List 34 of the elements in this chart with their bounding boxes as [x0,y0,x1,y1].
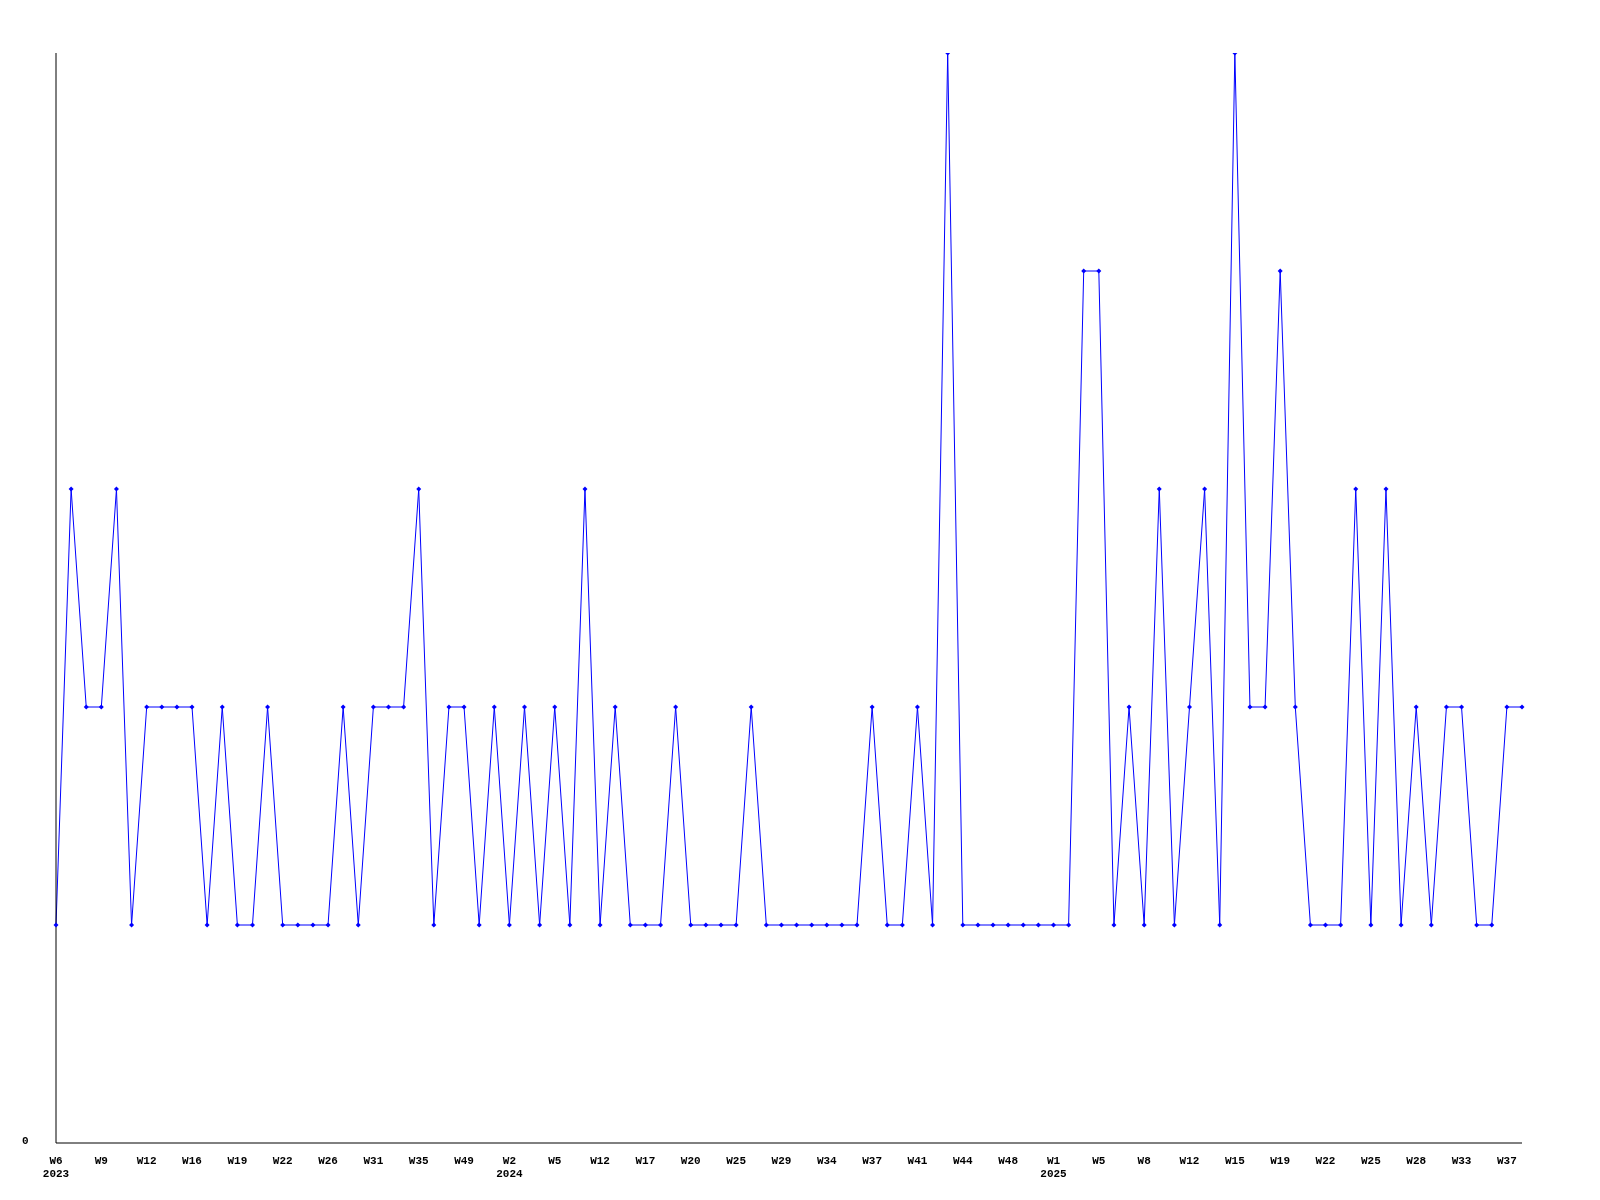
x-tick-label: W17 [635,1155,656,1167]
x-tick-label: W5 [548,1155,562,1167]
x-tick-label: W16 [182,1155,202,1167]
x-tick-label: W33 [1451,1155,1472,1167]
x-tick-label: W34 [816,1155,838,1167]
x-tick-label: W15 [1224,1155,1246,1167]
x-tick-label: W25 [1360,1155,1382,1167]
x-tick-label: W22 [272,1155,293,1167]
x-tick-label: W49 [454,1155,474,1167]
x-tick-label: W28 [1406,1155,1427,1167]
x-tick-label: W8 [1137,1155,1152,1167]
x-tick-label: W12 [590,1155,610,1167]
x-tick-label: W37 [862,1155,883,1167]
x-tick-label: W9 [94,1155,108,1167]
x-tick-label: W5 [1092,1155,1106,1167]
x-tick-label: W31 [363,1155,384,1167]
x-tick-label: W35 [408,1155,430,1167]
x-tick-label: W12 [136,1155,157,1167]
x-tick-label: W1 2025 [1040,1155,1068,1180]
x-tick-label: W22 [1315,1155,1336,1167]
x-tick-label: W48 [998,1155,1019,1167]
x-tick-label: W44 [952,1155,974,1167]
x-tick-label: W37 [1496,1155,1517,1167]
x-tick-label: W6 2023 [42,1155,70,1180]
x-tick-label: W41 [907,1155,928,1167]
x-tick-label: W2 2024 [496,1155,523,1180]
x-tick-label: W29 [771,1155,792,1167]
x-tick-label: W26 [318,1155,338,1167]
x-tick-label: W19 [227,1155,248,1167]
text: 0 [22,1135,29,1147]
x-tick-label: W19 [1270,1155,1291,1167]
x-tick-label: W25 [726,1155,747,1167]
x-tick-label: W20 [680,1155,701,1167]
x-tick-label: W12 [1179,1155,1200,1167]
